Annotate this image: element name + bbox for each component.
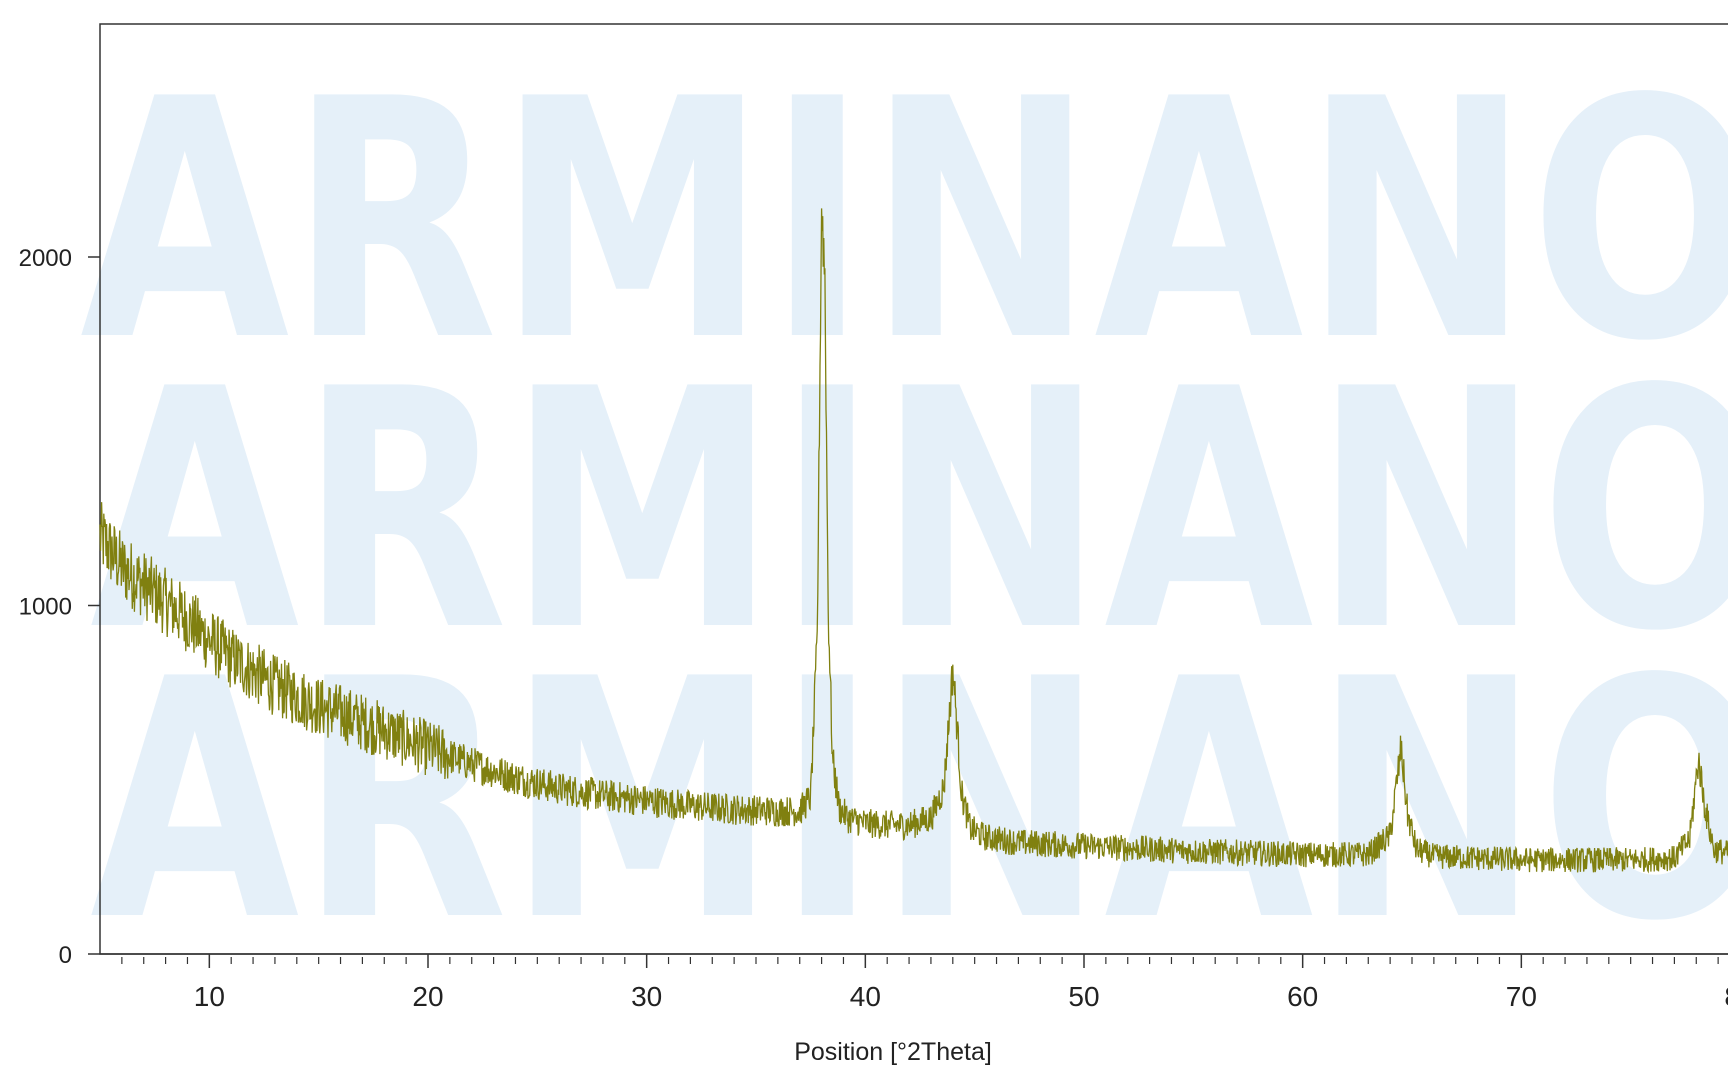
watermark-text-2: ARMINANO (90, 319, 1728, 703)
x-tick-label: 80 (1724, 981, 1728, 1012)
watermark-text-3: ARMINANO (90, 609, 1728, 993)
x-tick-label: 50 (1068, 981, 1099, 1012)
y-tick-label: 2000 (19, 245, 72, 272)
xrd-pattern-line (99, 208, 1728, 874)
x-tick-label: 60 (1287, 981, 1318, 1012)
y-tick-label: 0 (59, 942, 72, 969)
x-axis-title: Position [°2Theta] (794, 1038, 992, 1066)
x-tick-label: 40 (850, 981, 881, 1012)
x-tick-label: 30 (631, 981, 662, 1012)
x-tick-label: 20 (412, 981, 443, 1012)
watermark-text-1: ARMINANO (80, 29, 1728, 413)
chart-marks (99, 208, 1728, 874)
y-tick-label: 1000 (19, 594, 72, 621)
watermark: ARMINANO ARMINANO ARMINANO (80, 29, 1728, 993)
x-tick-label: 10 (194, 981, 225, 1012)
axes: 10 20 30 40 50 60 70 80 0 1000 2000 (19, 245, 1728, 1012)
x-tick-label: 70 (1506, 981, 1537, 1012)
